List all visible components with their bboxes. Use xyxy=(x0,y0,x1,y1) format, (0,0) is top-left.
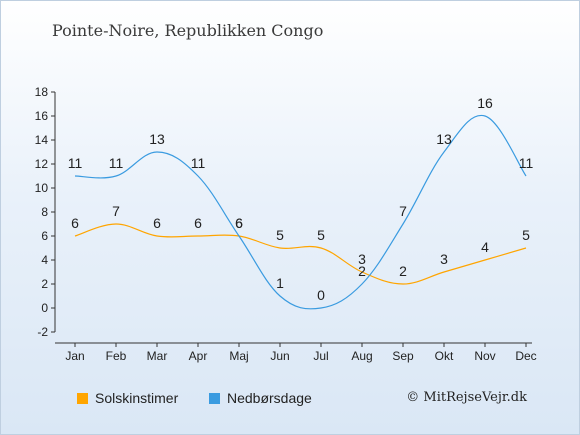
x-tick-label: Maj xyxy=(229,349,248,363)
legend-item-rain: Nedbørsdage xyxy=(209,390,312,406)
legend-swatch-rain xyxy=(209,392,220,404)
y-tick-label: 14 xyxy=(35,133,49,147)
data-label-rain: 13 xyxy=(149,131,165,147)
x-tick-label: Sep xyxy=(392,349,414,363)
data-label-rain: 11 xyxy=(519,155,534,171)
x-tick-label: Nov xyxy=(474,349,495,363)
data-label-sun: 6 xyxy=(194,215,202,231)
y-tick-label: 8 xyxy=(41,205,48,219)
data-label-rain: 2 xyxy=(358,263,366,279)
y-tick-label: 6 xyxy=(41,229,48,243)
x-tick-label: Aug xyxy=(351,349,372,363)
data-label-rain: 6 xyxy=(235,215,243,231)
data-label-rain: 7 xyxy=(399,203,407,219)
legend-label-rain: Nedbørsdage xyxy=(227,390,312,406)
x-tick-label: Jun xyxy=(270,349,289,363)
data-label-sun: 2 xyxy=(399,263,407,279)
series-line-rain xyxy=(74,114,527,310)
y-tick-label: 12 xyxy=(35,157,49,171)
data-label-rain: 11 xyxy=(109,155,124,171)
data-label-sun: 6 xyxy=(153,215,161,231)
x-tick-label: Mar xyxy=(147,349,168,363)
x-tick-label: Jan xyxy=(65,349,84,363)
chart-title: Pointe-Noire, Republikken Congo xyxy=(52,21,324,40)
data-label-rain: 13 xyxy=(436,131,452,147)
data-label-rain: 11 xyxy=(191,155,206,171)
data-label-sun: 4 xyxy=(481,239,489,255)
y-tick-label: 0 xyxy=(41,301,48,315)
x-tick-label: Apr xyxy=(189,349,208,363)
x-tick-label: Okt xyxy=(435,349,454,363)
x-tick-label: Dec xyxy=(515,349,536,363)
y-tick-label: -2 xyxy=(37,325,48,339)
y-tick-label: 18 xyxy=(35,85,49,99)
copyright-text: © MitRejseVejr.dk xyxy=(406,390,527,405)
series-line-sun xyxy=(74,223,527,285)
y-tick-label: 4 xyxy=(41,253,48,267)
y-tick-label: 16 xyxy=(35,109,49,123)
data-label-sun: 3 xyxy=(440,251,448,267)
legend-label-sun: Solskinstimer xyxy=(95,390,179,406)
data-label-sun: 5 xyxy=(522,227,530,243)
y-tick-label: 10 xyxy=(35,181,49,195)
data-label-sun: 3 xyxy=(358,251,366,267)
data-label-sun: 5 xyxy=(276,227,284,243)
data-label-sun: 6 xyxy=(235,215,243,231)
data-label-sun: 5 xyxy=(317,227,325,243)
data-label-rain: 16 xyxy=(477,95,493,111)
data-label-sun: 6 xyxy=(71,215,79,231)
x-tick-label: Feb xyxy=(106,349,127,363)
y-tick-label: 2 xyxy=(41,277,48,291)
legend-swatch-sun xyxy=(77,392,88,404)
x-tick-label: Jul xyxy=(313,349,328,363)
data-label-rain: 11 xyxy=(68,155,83,171)
data-label-rain: 0 xyxy=(317,287,325,303)
data-label-rain: 1 xyxy=(276,275,284,291)
data-label-sun: 7 xyxy=(112,203,120,219)
legend-item-sun: Solskinstimer xyxy=(77,390,178,406)
